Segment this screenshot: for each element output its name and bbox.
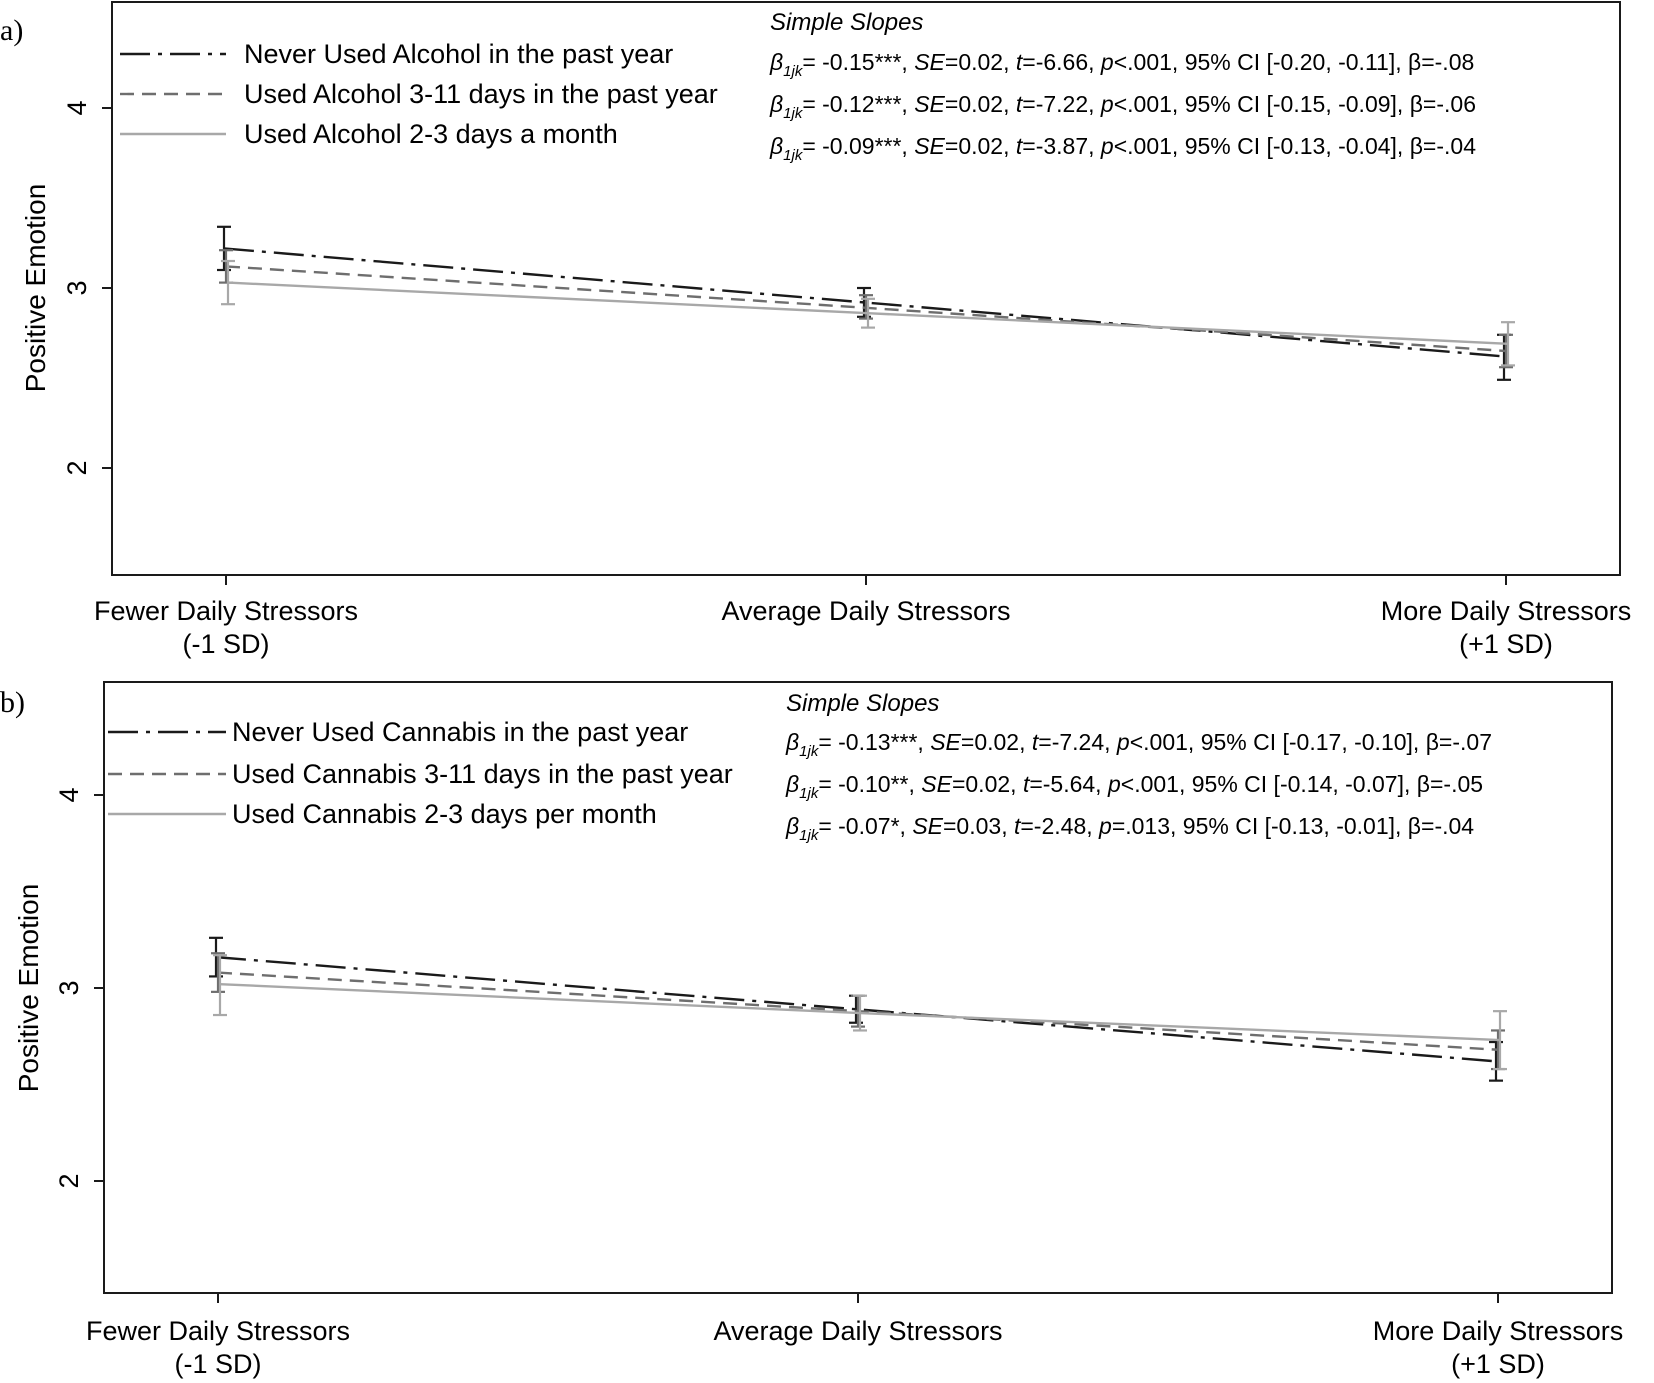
- chart-panel-b: b) 2 3 4 Positive Emotion Fewer Daily Stresso…: [0, 681, 1624, 1379]
- y-tick-label: 2: [54, 1173, 84, 1188]
- error-bar: [1499, 333, 1513, 369]
- stats-title: Simple Slopes: [786, 690, 939, 717]
- stats-line: β1jk= -0.13***, SE=0.02, t=-7.24, p<.001…: [785, 729, 1492, 760]
- stats-title: Simple Slopes: [770, 9, 923, 36]
- y-tick-label: 3: [62, 280, 92, 295]
- x-tick-label: Average Daily Stressors: [713, 1316, 1002, 1346]
- error-bar: [861, 297, 875, 329]
- x-tick-label: Fewer Daily Stressors: [86, 1316, 350, 1346]
- y-axis-title: Positive Emotion: [20, 184, 51, 393]
- stats-line: β1jk= -0.15***, SE=0.02, t=-6.66, p<.001…: [769, 49, 1474, 80]
- stats-line: β1jk= -0.07*, SE=0.03, t=-2.48, p=.013, …: [785, 813, 1474, 844]
- error-bar: [213, 954, 227, 1017]
- y-axis-title: Positive Emotion: [13, 884, 44, 1093]
- legend-label: Used Alcohol 3-11 days in the past year: [244, 79, 718, 109]
- error-bar: [221, 259, 235, 306]
- error-bar: [1493, 1010, 1507, 1071]
- legend-label: Never Used Alcohol in the past year: [244, 39, 673, 69]
- y-tick-label: 4: [54, 787, 84, 802]
- x-tick-label: Average Daily Stressors: [721, 596, 1010, 626]
- stats-line: β1jk= -0.09***, SE=0.02, t=-3.87, p<.001…: [769, 133, 1476, 164]
- y-tick-label: 2: [62, 460, 92, 475]
- stats-line: β1jk= -0.12***, SE=0.02, t=-7.22, p<.001…: [769, 91, 1476, 122]
- stats-line: β1jk= -0.10**, SE=0.02, t=-5.64, p<.001,…: [785, 771, 1483, 802]
- x-tick-label: More Daily Stressors: [1373, 1316, 1624, 1346]
- legend-label: Used Alcohol 2-3 days a month: [244, 119, 618, 149]
- y-tick-label: 4: [62, 100, 92, 115]
- error-bar: [1501, 321, 1515, 367]
- x-tick-sublabel: (-1 SD): [175, 1349, 262, 1379]
- series-line: [215, 955, 1497, 1063]
- chart-panel-a: a) 2 3 4 Positive Emotion Fewer Daily Stresso…: [0, 1, 1632, 659]
- panel-label: b): [0, 686, 25, 719]
- x-tick-label: More Daily Stressors: [1381, 596, 1632, 626]
- legend-label: Used Cannabis 3-11 days in the past year: [232, 759, 733, 789]
- legend-label: Used Cannabis 2-3 days per month: [232, 799, 657, 829]
- panel-label: a): [0, 14, 23, 47]
- x-tick-sublabel: (-1 SD): [183, 629, 270, 659]
- x-tick-label: Fewer Daily Stressors: [94, 596, 358, 626]
- series-line: [223, 247, 1505, 358]
- x-tick-sublabel: (+1 SD): [1451, 1349, 1545, 1379]
- error-bar: [853, 994, 867, 1032]
- legend-label: Never Used Cannabis in the past year: [232, 717, 688, 747]
- y-tick-label: 3: [54, 980, 84, 995]
- error-bar: [211, 952, 225, 993]
- x-tick-sublabel: (+1 SD): [1459, 629, 1553, 659]
